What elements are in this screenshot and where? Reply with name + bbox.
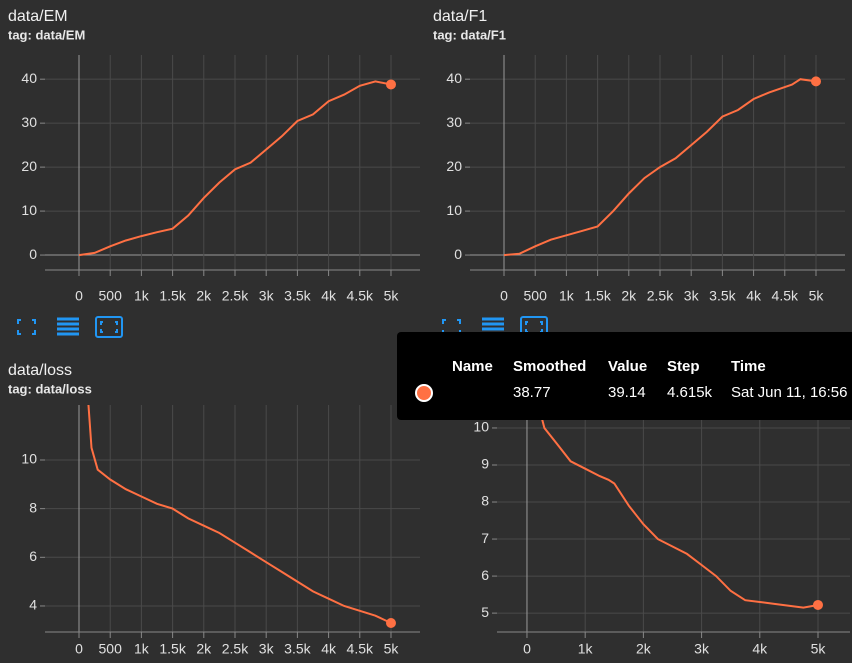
x-tick-label: 3.5k bbox=[709, 288, 736, 304]
x-tick-label: 500 bbox=[99, 288, 123, 304]
tooltip-header: Smoothed bbox=[513, 358, 587, 375]
x-tick-label: 3k bbox=[259, 288, 275, 304]
chart-panel: data/EM tag: data/EM 0 10 20 30 40 0 500 1k 1.5k 2k… bbox=[8, 8, 420, 304]
y-tick-label: 0 bbox=[454, 246, 462, 262]
chart-subtitle: tag: data/loss bbox=[8, 381, 92, 396]
chart-title: data/F1 bbox=[433, 8, 487, 25]
tooltip-cell: Sat Jun 11, 16:56 bbox=[731, 384, 848, 401]
y-tick-label: 6 bbox=[481, 567, 489, 583]
x-tick-label: 3k bbox=[259, 641, 275, 657]
x-tick-label: 3k bbox=[684, 288, 700, 304]
chart-subtitle: tag: data/F1 bbox=[433, 27, 506, 42]
x-tick-label: 4.5k bbox=[772, 288, 799, 304]
x-tick-label: 4.5k bbox=[347, 288, 374, 304]
tooltip: Name Smoothed Value Step Time 38.77 39.1… bbox=[397, 332, 852, 420]
tooltip-header: Step bbox=[667, 358, 700, 375]
y-tick-label: 30 bbox=[446, 114, 462, 130]
x-tick-label: 0 bbox=[75, 288, 83, 304]
x-tick-label: 500 bbox=[524, 288, 548, 304]
x-tick-label: 2k bbox=[621, 288, 637, 304]
x-tick-label: 0 bbox=[500, 288, 508, 304]
tooltip-cell: 4.615k bbox=[667, 384, 713, 401]
y-tick-label: 20 bbox=[446, 158, 462, 174]
x-tick-label: 1.5k bbox=[584, 288, 611, 304]
hover-marker bbox=[810, 76, 821, 87]
x-tick-label: 1k bbox=[578, 641, 594, 657]
hover-marker bbox=[385, 617, 396, 628]
x-tick-label: 4k bbox=[746, 288, 762, 304]
series-line bbox=[78, 80, 392, 257]
x-tick-label: 4.5k bbox=[347, 641, 374, 657]
y-tick-label: 20 bbox=[21, 158, 37, 174]
y-tick-label: 0 bbox=[29, 246, 37, 262]
x-tick-label: 1.5k bbox=[159, 641, 186, 657]
panel-icons bbox=[17, 316, 548, 338]
y-tick-label: 7 bbox=[481, 530, 489, 546]
x-tick-label: 500 bbox=[99, 641, 123, 657]
y-tick-label: 9 bbox=[481, 456, 489, 472]
x-tick-label: 4k bbox=[321, 288, 337, 304]
chart-title: data/EM bbox=[8, 8, 68, 25]
x-tick-label: 1k bbox=[134, 288, 150, 304]
y-tick-label: 6 bbox=[29, 548, 37, 564]
x-tick-label: 2.5k bbox=[647, 288, 674, 304]
chart-panel: data/loss tag: data/loss 4 6 8 10 0 500 1k 1.5k 2k… bbox=[8, 362, 420, 657]
x-tick-label: 5k bbox=[384, 288, 400, 304]
series-line bbox=[503, 78, 817, 257]
y-tick-label: 30 bbox=[21, 114, 37, 130]
y-tick-label: 40 bbox=[21, 70, 37, 86]
y-tick-label: 10 bbox=[21, 202, 37, 218]
tooltip-header: Time bbox=[731, 358, 766, 375]
y-tick-label: 8 bbox=[29, 499, 37, 515]
chart-subtitle: tag: data/EM bbox=[8, 27, 85, 42]
series-swatch bbox=[415, 384, 433, 402]
x-tick-label: 3k bbox=[694, 641, 710, 657]
tooltip-header: Name bbox=[452, 358, 493, 375]
y-tick-label: 5 bbox=[481, 604, 489, 620]
y-tick-label: 40 bbox=[446, 70, 462, 86]
y-tick-label: 10 bbox=[446, 202, 462, 218]
x-tick-label: 2k bbox=[196, 288, 212, 304]
x-tick-label: 5k bbox=[811, 641, 827, 657]
y-tick-label: 8 bbox=[481, 493, 489, 509]
x-tick-label: 2k bbox=[636, 641, 652, 657]
x-tick-label: 3.5k bbox=[284, 288, 311, 304]
x-tick-label: 2.5k bbox=[222, 641, 249, 657]
x-tick-label: 0 bbox=[75, 641, 83, 657]
x-tick-label: 2k bbox=[196, 641, 212, 657]
x-tick-label: 5k bbox=[384, 641, 400, 657]
y-tick-label: 4 bbox=[29, 597, 37, 613]
chart-panel: data/F1 tag: data/F1 0 10 20 30 40 0 500 1k 1.5k 2k… bbox=[433, 8, 845, 304]
hover-marker bbox=[385, 79, 396, 90]
x-tick-label: 2.5k bbox=[222, 288, 249, 304]
hover-marker bbox=[812, 599, 823, 610]
series-line bbox=[537, 405, 819, 609]
y-tick-label: 10 bbox=[21, 451, 37, 467]
x-tick-label: 4k bbox=[752, 641, 768, 657]
series-line bbox=[87, 405, 392, 624]
y-tick-label: 10 bbox=[473, 419, 489, 435]
tooltip-header: Value bbox=[608, 358, 648, 375]
x-tick-label: 0 bbox=[523, 641, 531, 657]
x-tick-label: 1.5k bbox=[159, 288, 186, 304]
x-tick-label: 1k bbox=[134, 641, 150, 657]
tooltip-cell: 38.77 bbox=[513, 384, 551, 401]
x-tick-label: 1k bbox=[559, 288, 575, 304]
chart-title: data/loss bbox=[8, 362, 72, 379]
tooltip-cell: 39.14 bbox=[608, 384, 646, 401]
x-tick-label: 4k bbox=[321, 641, 337, 657]
x-tick-label: 5k bbox=[809, 288, 825, 304]
x-tick-label: 3.5k bbox=[284, 641, 311, 657]
